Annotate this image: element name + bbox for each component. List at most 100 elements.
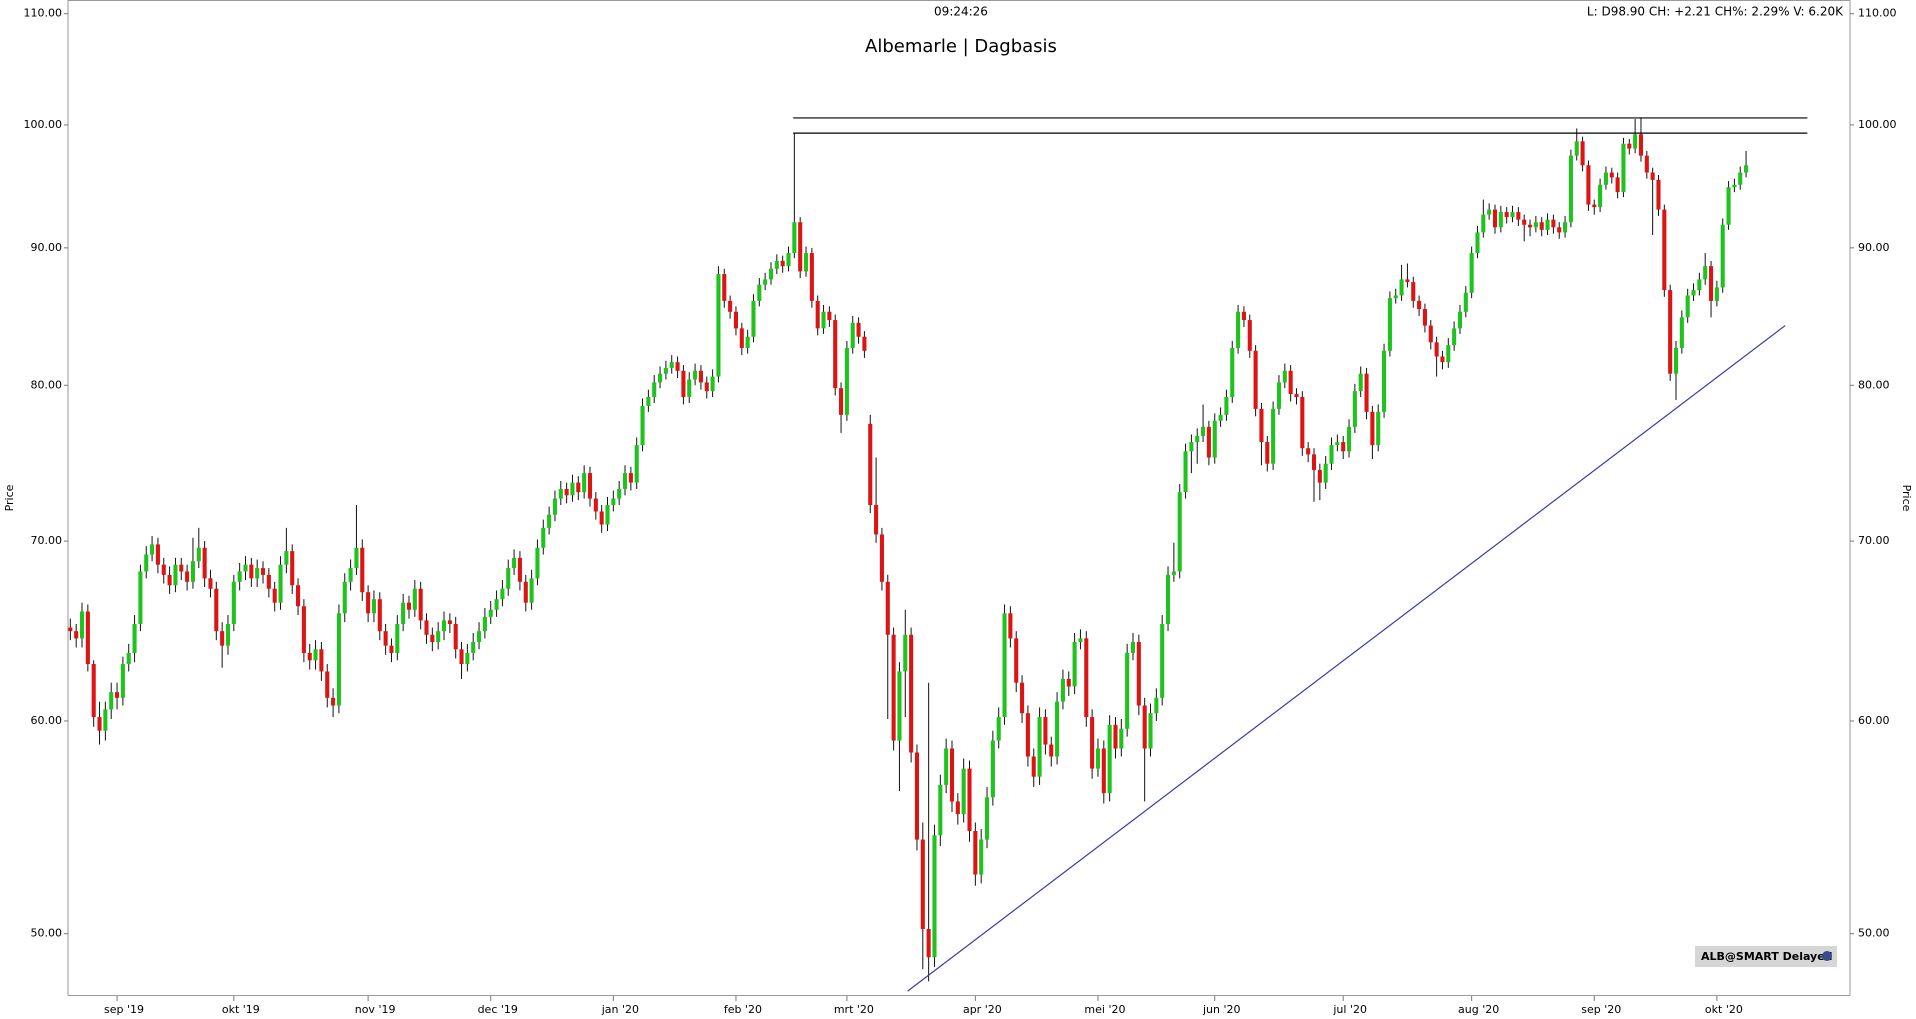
x-tick-label: jun '20 (1202, 1003, 1241, 1016)
candle-body (1230, 347, 1235, 398)
candle-body (593, 498, 598, 512)
x-tick-label: sep '19 (104, 1003, 144, 1016)
candle-body (1329, 445, 1334, 464)
candle-body (371, 599, 376, 614)
candle-body (430, 634, 435, 643)
candle-body (1241, 311, 1246, 321)
candle-body (459, 649, 464, 665)
candle-body (1492, 209, 1498, 228)
y-axis-label: Price (3, 484, 16, 511)
candle-body (220, 631, 225, 646)
candle-body (780, 260, 785, 267)
candle-body (1393, 295, 1398, 299)
candle-body (938, 784, 943, 836)
candle-body (1738, 172, 1743, 185)
x-tick-label: dec '19 (478, 1003, 518, 1016)
candle-body (115, 692, 120, 698)
candle-body (1253, 350, 1258, 409)
candle-body (488, 609, 493, 617)
candle-body (739, 328, 744, 348)
candle-body (1411, 282, 1416, 301)
candle-body (984, 797, 990, 840)
candle-body (535, 547, 540, 579)
y-tick-label: 50.00 (31, 927, 63, 940)
candle-body (144, 554, 149, 572)
candle-body (482, 616, 487, 632)
candle-body (1428, 325, 1433, 343)
candle-body (1020, 682, 1025, 714)
candle-body (255, 568, 260, 579)
candle-body (669, 362, 674, 368)
candle-body (1545, 219, 1550, 230)
candle-body (348, 568, 353, 582)
candle-body (1627, 143, 1632, 149)
candle-body (634, 445, 639, 483)
candle-body (1370, 411, 1375, 446)
candle-body (693, 370, 698, 380)
candle-body (1539, 222, 1544, 230)
candle-body (622, 473, 628, 489)
candle-body (617, 488, 622, 499)
y-axis-label-right: Price (1900, 485, 1913, 512)
candle-body (751, 300, 756, 337)
candle-body (1148, 713, 1153, 749)
candle-body (774, 260, 779, 269)
candle-body (1662, 209, 1667, 291)
candle-body (138, 571, 143, 624)
candle-body (570, 482, 575, 496)
info: L: D98.90 CH: +2.21 CH%: 2.29% V: 6.20K (1587, 5, 1844, 19)
candle-body (1527, 224, 1533, 228)
candle-body (1317, 469, 1322, 483)
candle-body (547, 514, 552, 528)
candle-body (891, 634, 896, 741)
candle-body (541, 527, 546, 548)
x-tick-label: feb '20 (724, 1003, 762, 1016)
candle-body (249, 564, 254, 579)
candle-body (1271, 408, 1276, 464)
y-tick-label: 100.00 (24, 118, 63, 131)
badge-icon (1822, 951, 1832, 961)
candle-body (1130, 642, 1136, 653)
candle-body (885, 581, 890, 635)
candle-body (1487, 209, 1492, 215)
y-tick-label-right: 70.00 (1858, 534, 1890, 547)
candle-body (973, 830, 978, 875)
candle-body (1708, 266, 1714, 301)
candle-body (319, 649, 324, 672)
candle-body (763, 279, 768, 285)
candle-body (68, 627, 73, 632)
candle-body (1638, 134, 1644, 156)
candle-body (1043, 717, 1048, 745)
candle-body (1744, 165, 1749, 173)
candle-body (558, 488, 563, 499)
candle-body (1323, 463, 1328, 483)
candle-body (990, 740, 995, 798)
candle-body (628, 473, 633, 483)
candle-body (91, 664, 96, 718)
candle-body (1183, 451, 1188, 493)
candle-body (173, 564, 178, 586)
candle-body (1177, 492, 1182, 572)
candle-body (1352, 391, 1357, 427)
candle-body (161, 564, 166, 575)
y-tick-label-right: 60.00 (1858, 714, 1890, 727)
badge-box (1695, 946, 1837, 967)
candle-body (471, 642, 476, 653)
candle-body (745, 336, 750, 348)
candle-body (1586, 165, 1591, 205)
candle-body (1650, 172, 1655, 180)
candle-body (366, 592, 371, 614)
candle-body (74, 631, 79, 639)
candle-body (1276, 382, 1282, 409)
x-tick-label: okt '20 (1705, 1003, 1743, 1016)
y-tick-label: 60.00 (31, 714, 63, 727)
candle-body (967, 768, 972, 831)
candle-body (395, 623, 400, 653)
candle-body (150, 544, 155, 555)
candle-body (687, 379, 692, 398)
candle-body (185, 571, 190, 582)
candle-body (1294, 394, 1299, 398)
candle-body (296, 585, 301, 607)
x-tick-label: sep '20 (1581, 1003, 1621, 1016)
